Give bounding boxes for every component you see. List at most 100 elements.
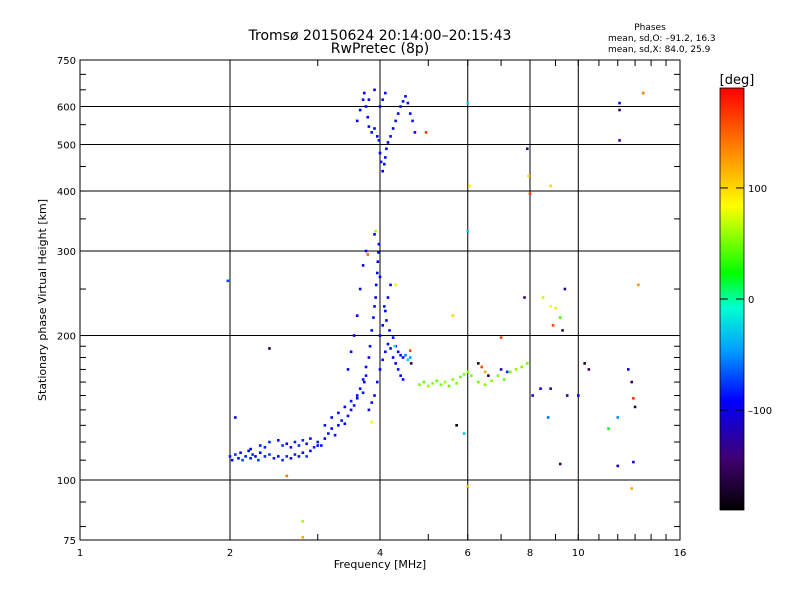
data-point (361, 378, 365, 381)
data-point (361, 264, 365, 267)
data-point (546, 416, 550, 419)
x-tick-label: 10 (572, 548, 585, 559)
data-point (358, 108, 362, 112)
data-point (373, 88, 376, 92)
data-point (525, 147, 529, 151)
y-tick-label: 75 (63, 536, 76, 547)
data-point (523, 296, 526, 299)
data-point (364, 105, 368, 108)
data-point (487, 374, 490, 377)
data-point (293, 440, 297, 444)
data-point (384, 156, 387, 159)
data-point (285, 442, 289, 446)
data-point (549, 387, 552, 390)
data-point (367, 98, 371, 101)
data-point (378, 275, 382, 279)
data-point (630, 380, 634, 384)
data-point (373, 305, 376, 308)
data-point (384, 309, 387, 313)
data-point (384, 350, 387, 354)
data-point (551, 324, 555, 327)
data-point (289, 456, 293, 460)
data-point (289, 446, 293, 449)
data-point (346, 368, 350, 371)
data-point (257, 458, 260, 462)
data-point (618, 108, 621, 112)
data-point (541, 296, 545, 299)
data-point (389, 347, 392, 350)
data-point (370, 420, 374, 424)
data-point (297, 455, 301, 458)
data-point (618, 101, 621, 105)
data-point (268, 453, 271, 456)
data-point (276, 438, 280, 442)
data-point (466, 485, 470, 488)
data-point (394, 362, 397, 365)
data-point (455, 382, 458, 385)
data-point (406, 358, 410, 362)
data-point (616, 416, 620, 419)
stats-line-o: mean, sd,O: –91.2, 16.3 (608, 34, 716, 44)
data-point (309, 449, 312, 453)
data-point (349, 399, 353, 403)
data-point (366, 253, 370, 256)
stats-line-x: mean, sd,X: 84.0, 25.9 (608, 45, 711, 55)
data-point (413, 131, 417, 134)
data-point (281, 458, 284, 462)
data-point (301, 520, 305, 523)
data-point (583, 362, 586, 365)
data-point (378, 334, 382, 337)
data-point (462, 373, 466, 376)
data-point (435, 379, 439, 383)
data-point (268, 347, 271, 350)
data-point (499, 336, 503, 339)
data-point (404, 353, 407, 357)
data-point (285, 474, 289, 478)
data-point (343, 422, 347, 426)
data-point (375, 271, 379, 275)
plot-area: 1 2 4 6 8 10 16 75 100 200 300 400 500 600 750 (57, 56, 686, 559)
data-point (411, 119, 414, 123)
x-tick-label: 8 (527, 548, 533, 559)
data-point (527, 174, 530, 178)
data-point (375, 380, 379, 384)
data-point (293, 453, 297, 456)
data-point (358, 387, 362, 390)
data-point (301, 451, 305, 455)
data-point (370, 329, 374, 332)
data-point (401, 356, 405, 359)
data-point (496, 374, 500, 377)
data-point (364, 365, 368, 369)
x-axis-label: Frequency [MHz] (334, 558, 426, 571)
data-point (381, 169, 384, 173)
data-point (404, 95, 407, 98)
data-point (480, 365, 484, 369)
colorbar-tick-label: 0 (748, 295, 754, 306)
data-point (576, 394, 580, 397)
data-point (447, 384, 451, 388)
data-point (389, 135, 392, 138)
y-axis-label: Stationary phase Virtual Height [km] (36, 199, 49, 401)
data-point (399, 353, 402, 357)
data-point (468, 184, 471, 188)
data-point (330, 416, 334, 419)
data-point (234, 453, 237, 456)
data-point (355, 314, 359, 317)
x-ticks: 1 2 4 6 8 10 16 (77, 60, 686, 559)
data-point (367, 125, 371, 128)
data-point (431, 382, 434, 385)
data-point (394, 283, 397, 287)
data-point (385, 147, 388, 151)
data-point (490, 379, 493, 383)
data-point (377, 242, 381, 246)
data-point (549, 184, 552, 188)
x-tick-label: 2 (227, 548, 233, 559)
data-point (337, 424, 340, 427)
data-point (443, 380, 447, 384)
data-point (316, 440, 320, 444)
data-point (234, 416, 237, 419)
data-point (228, 455, 232, 458)
data-point (406, 101, 410, 105)
data-point (249, 456, 252, 460)
data-point (470, 374, 473, 377)
